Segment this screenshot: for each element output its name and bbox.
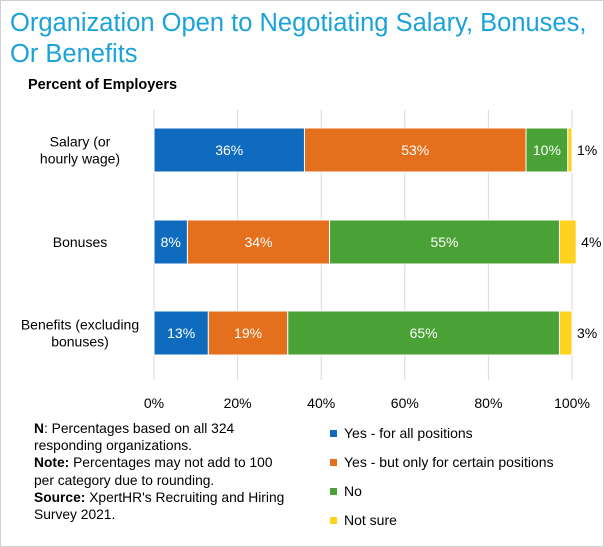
bar-not-sure [567,127,573,173]
data-label: 1% [577,142,597,158]
legend-label-no: No [344,483,362,499]
category-label: Salary (or hourly wage) [40,134,120,167]
bar-no [287,310,560,356]
data-label: 8% [161,234,181,250]
note-text: Percentages may not add to 100 per categ… [34,455,273,488]
source-label: Source: [34,489,86,505]
source-text: XpertHR's Recruiting and Hiring Survey 2… [34,489,285,523]
bar-yes-certain [207,310,289,356]
category-label: Benefits (excluding bonuses) [21,317,139,350]
data-label: 19% [234,325,262,341]
data-label: 55% [430,234,458,250]
legend-label-yes-certain: Yes - but only for certain positions [344,454,554,470]
x-tick-label: 0% [144,395,164,411]
bar-yes-all [153,127,305,173]
legend-swatch-yes-certain [330,459,337,466]
data-label: 34% [244,234,272,250]
data-label: 4% [581,234,601,250]
x-tick-label: 20% [224,395,252,411]
chart-notes: N: Percentages based on all 324 respondi… [34,420,296,523]
bar-yes-certain [303,127,527,173]
data-label: 53% [401,142,429,158]
x-tick-label: 40% [307,395,335,411]
bar-no [525,127,569,173]
bar-not-sure [558,310,573,356]
legend-label-not-sure: Not sure [344,512,397,528]
x-tick-label: 60% [391,395,419,411]
legend-swatch-yes-all [330,430,337,437]
data-label: 3% [577,325,597,341]
x-tick-label: 80% [474,395,502,411]
legend-swatch-no [330,488,337,495]
data-label: 10% [533,142,561,158]
bar-yes-all [153,310,209,356]
n-label: N [34,421,44,436]
note-label: Note: [34,455,70,471]
data-label: 65% [410,325,438,341]
legend-swatch-not-sure [330,517,337,524]
category-label: Bonuses [53,234,107,250]
legend-label-yes-all: Yes - for all positions [344,425,473,441]
chart-title: Organization Open to Negotiating Salary,… [10,9,587,68]
data-label: 36% [215,142,243,158]
data-label: 13% [167,325,195,341]
bar-not-sure [558,219,577,265]
x-tick-label: 100% [554,395,590,411]
n-text: : Percentages based on all 324 respondin… [34,421,235,454]
chart-subtitle: Percent of Employers [28,77,178,93]
